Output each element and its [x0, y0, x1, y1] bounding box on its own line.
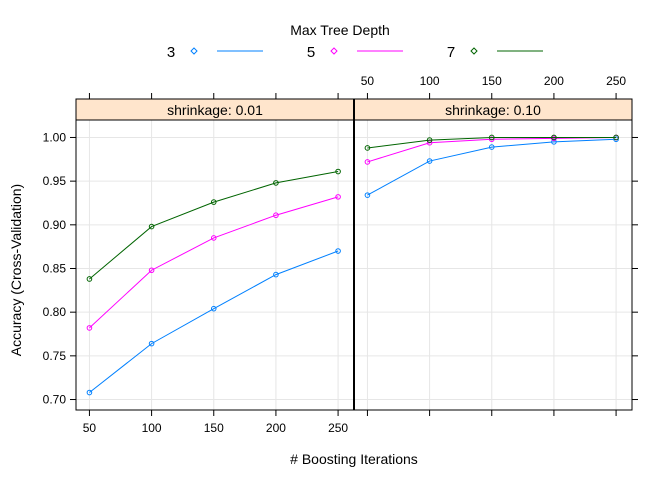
- data-point-5: [364, 159, 371, 165]
- panels: shrinkage: 0.01 shrinkage: 0.10 50 100 150 20…: [43, 74, 638, 435]
- series-line-5: [89, 196, 339, 329]
- series-line-7: [89, 171, 339, 280]
- data-point-3: [488, 144, 495, 150]
- x-tick-label: 200: [544, 74, 564, 88]
- legend-label-5: 5: [307, 44, 315, 61]
- strip-label: shrinkage: 0.10: [445, 102, 541, 118]
- data-point-5: [148, 267, 155, 274]
- data-point-7: [551, 134, 557, 141]
- data-point-7: [210, 199, 217, 205]
- y-tick-label: 0.90: [43, 218, 67, 232]
- series-line-7: [367, 136, 617, 149]
- data-point-5: [335, 194, 341, 200]
- data-point-7: [613, 134, 619, 141]
- legend-title: Max Tree Depth: [290, 22, 390, 38]
- legend-label-7: 7: [447, 44, 455, 61]
- data-point-7: [335, 168, 341, 175]
- y-tick-label: 1.00: [43, 130, 67, 144]
- y-axis-title: Accuracy (Cross-Validation): [8, 184, 24, 356]
- legend-label-3: 3: [167, 44, 175, 61]
- data-point-3: [613, 136, 619, 143]
- x-tick-label: 100: [420, 74, 440, 88]
- y-tick-label: 0.95: [43, 174, 67, 188]
- data-point-3: [364, 192, 371, 198]
- legend-marker-3: [190, 47, 198, 55]
- x-tick-label: 200: [266, 421, 286, 435]
- legend-marker-5: [330, 47, 338, 55]
- legend-marker-7: [470, 47, 478, 55]
- data-point-7: [426, 137, 433, 143]
- data-point-3: [148, 340, 155, 347]
- data-point-7: [364, 145, 371, 151]
- x-axis-title: # Boosting Iterations: [290, 451, 418, 467]
- series-line-5: [367, 136, 617, 163]
- series-line-3: [367, 138, 617, 196]
- data-point-5: [488, 136, 495, 143]
- data-point-3: [335, 248, 341, 254]
- series-line-3: [89, 250, 339, 393]
- x-tick-label: 150: [482, 74, 502, 88]
- data-point-3: [426, 158, 433, 164]
- x-tick-label: 250: [606, 74, 626, 88]
- x-tick-label: 50: [83, 421, 97, 435]
- x-tick-label: 50: [361, 74, 375, 88]
- y-tick-label: 0.75: [43, 349, 67, 363]
- legend: Max Tree Depth 3 5 7: [167, 22, 543, 61]
- data-point-3: [86, 389, 93, 396]
- data-point-7: [148, 223, 155, 230]
- data-point-7: [273, 180, 279, 186]
- y-tick-label: 0.70: [43, 393, 67, 407]
- data-point-5: [210, 235, 217, 241]
- data-point-7: [488, 134, 495, 141]
- panel-frame: [353, 119, 633, 411]
- y-tick-label: 0.85: [43, 261, 67, 275]
- data-point-3: [273, 271, 279, 278]
- x-tick-label: 250: [328, 421, 348, 435]
- panel-frame: [75, 119, 355, 411]
- data-point-3: [210, 305, 217, 312]
- panel-2: shrinkage: 0.10: [353, 98, 633, 411]
- data-point-5: [86, 325, 93, 331]
- data-point-7: [86, 276, 93, 282]
- y-tick-label: 0.80: [43, 305, 67, 319]
- strip-label: shrinkage: 0.01: [167, 102, 263, 118]
- x-tick-label: 150: [204, 421, 224, 435]
- data-point-5: [273, 212, 279, 219]
- panel-1: shrinkage: 0.01: [75, 98, 355, 411]
- axes: 50 100 150 200 250 50 100 150 200 250 0.70 0.75 0.80…: [43, 74, 638, 435]
- x-tick-label: 100: [142, 421, 162, 435]
